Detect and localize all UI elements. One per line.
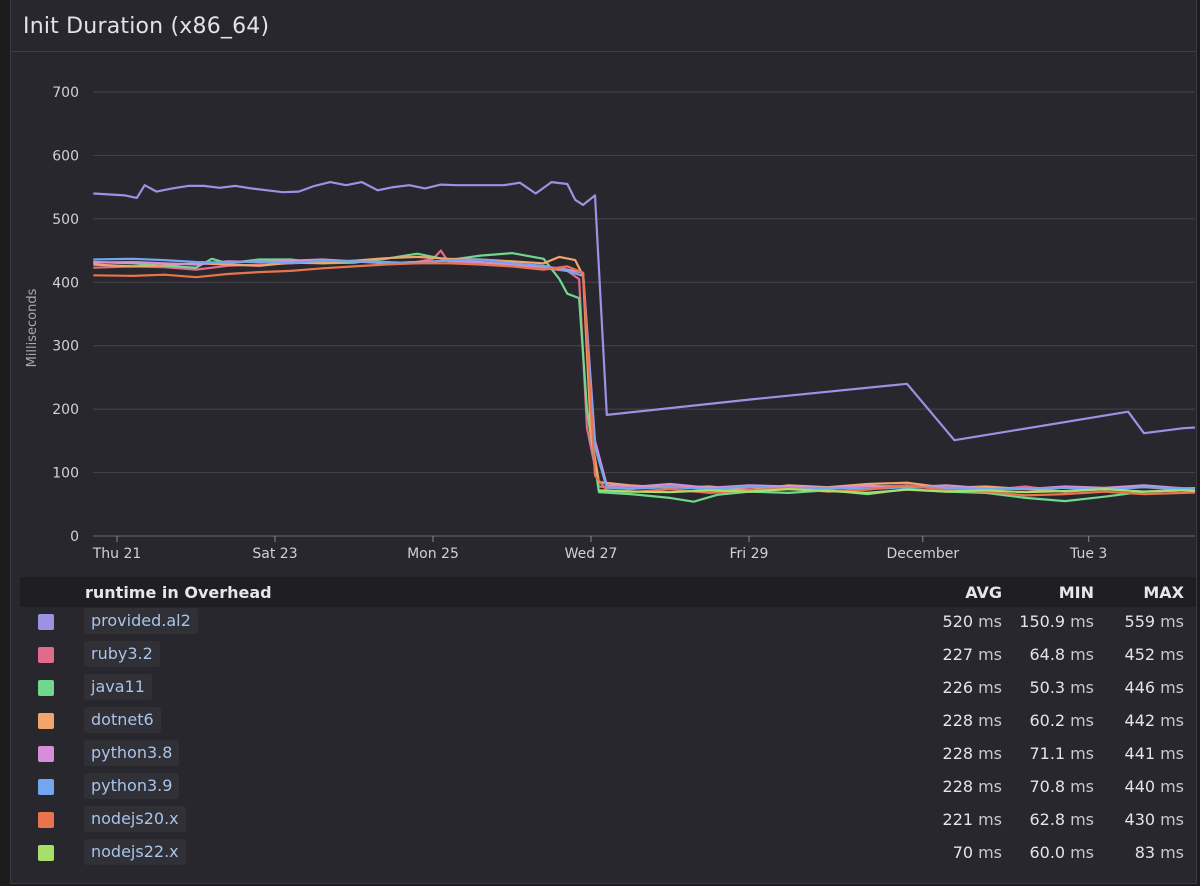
- legend-header-min[interactable]: MIN: [1058, 583, 1094, 602]
- legend-header: runtime in Overhead AVG MIN MAX: [20, 577, 1196, 607]
- series-line-python3.9: [93, 257, 1195, 491]
- series-name[interactable]: nodejs20.x: [84, 806, 186, 832]
- stat-min: 64.8 ms: [1029, 645, 1094, 664]
- y-tick-label: 200: [52, 402, 79, 418]
- series-line-nodejs22.x: [598, 488, 1195, 494]
- stat-min: 62.8 ms: [1029, 810, 1094, 829]
- x-tick-label: December: [886, 546, 959, 562]
- stat-max: 446 ms: [1124, 678, 1184, 697]
- stat-min: 70.8 ms: [1029, 777, 1094, 796]
- stat-max: 440 ms: [1124, 777, 1184, 796]
- series-name[interactable]: java11: [84, 674, 152, 700]
- legend-row[interactable]: nodejs22.x 70 ms 60.0 ms 83 ms: [20, 836, 1196, 869]
- y-axis-label: Milliseconds: [25, 288, 40, 367]
- series-line-nodejs20.x: [93, 262, 1195, 497]
- stat-min: 71.1 ms: [1029, 744, 1094, 763]
- stat-avg: 70 ms: [952, 843, 1002, 862]
- series-name[interactable]: python3.9: [84, 773, 180, 799]
- stat-avg: 228 ms: [942, 777, 1002, 796]
- series-color-swatch: [38, 845, 54, 861]
- series-line-ruby3.2: [93, 249, 1195, 493]
- series-color-swatch: [38, 614, 54, 630]
- legend-row[interactable]: ruby3.2 227 ms 64.8 ms 452 ms: [20, 638, 1196, 671]
- stat-avg: 221 ms: [942, 810, 1002, 829]
- stat-max: 441 ms: [1124, 744, 1184, 763]
- stat-avg: 228 ms: [942, 744, 1002, 763]
- x-tick-label: Sat 23: [252, 546, 297, 562]
- series-name[interactable]: python3.8: [84, 740, 180, 766]
- y-tick-label: 400: [52, 275, 79, 291]
- x-tick-label: Wed 27: [565, 546, 618, 562]
- series-color-swatch: [38, 713, 54, 729]
- series-color-swatch: [38, 680, 54, 696]
- legend-header-name[interactable]: runtime in Overhead: [85, 583, 272, 602]
- x-tick-label: Thu 21: [92, 546, 142, 562]
- stat-min: 150.9 ms: [1019, 612, 1094, 631]
- stat-avg: 520 ms: [942, 612, 1002, 631]
- panel-title[interactable]: Init Duration (x86_64): [23, 14, 270, 39]
- series-color-swatch: [38, 779, 54, 795]
- y-tick-label: 300: [52, 339, 79, 355]
- stat-avg: 226 ms: [942, 678, 1002, 697]
- series-line-python3.8: [93, 258, 1195, 491]
- line-chart[interactable]: 0 100 200 300 400 500 600 700 Thu 21 Sat 23 Mon 25…: [0, 0, 1200, 575]
- stat-avg: 228 ms: [942, 711, 1002, 730]
- stat-min: 60.2 ms: [1029, 711, 1094, 730]
- stat-max: 83 ms: [1134, 843, 1184, 862]
- legend-table: runtime in Overhead AVG MIN MAX provided…: [20, 577, 1196, 877]
- stat-min: 60.0 ms: [1029, 843, 1094, 862]
- series-line-dotnet6: [93, 255, 1195, 493]
- legend-row[interactable]: dotnet6 228 ms 60.2 ms 442 ms: [20, 704, 1196, 737]
- stat-max: 430 ms: [1124, 810, 1184, 829]
- series-color-swatch: [38, 812, 54, 828]
- y-tick-label: 100: [52, 466, 79, 482]
- panel-header: Init Duration (x86_64): [11, 0, 1196, 52]
- legend-row[interactable]: java11 226 ms 50.3 ms 446 ms: [20, 671, 1196, 704]
- series-name[interactable]: provided.al2: [84, 608, 198, 634]
- stat-avg: 227 ms: [942, 645, 1002, 664]
- y-tick-label: 0: [70, 529, 79, 545]
- series-line-provided.al2: [93, 181, 1195, 442]
- y-tick-label: 700: [52, 85, 79, 101]
- stat-max: 442 ms: [1124, 711, 1184, 730]
- series-color-swatch: [38, 647, 54, 663]
- stat-min: 50.3 ms: [1029, 678, 1094, 697]
- x-tick-label: Mon 25: [407, 546, 459, 562]
- y-tick-label: 500: [52, 212, 79, 228]
- stat-max: 559 ms: [1124, 612, 1184, 631]
- x-tick-label: Fri 29: [730, 546, 769, 562]
- series-line-java11: [93, 252, 1195, 503]
- legend-row[interactable]: python3.8 228 ms 71.1 ms 441 ms: [20, 737, 1196, 770]
- legend-header-avg[interactable]: AVG: [965, 583, 1002, 602]
- series-name[interactable]: dotnet6: [84, 707, 161, 733]
- legend-row[interactable]: nodejs20.x 221 ms 62.8 ms 430 ms: [20, 803, 1196, 836]
- series-color-swatch: [38, 746, 54, 762]
- series-name[interactable]: ruby3.2: [84, 641, 160, 667]
- legend-row[interactable]: python3.9 228 ms 70.8 ms 440 ms: [20, 770, 1196, 803]
- x-tick-label: Tue 3: [1069, 546, 1107, 562]
- chart-panel: Init Duration (x86_64): [10, 0, 1197, 884]
- stat-max: 452 ms: [1124, 645, 1184, 664]
- series-name[interactable]: nodejs22.x: [84, 839, 186, 865]
- legend-header-max[interactable]: MAX: [1143, 583, 1184, 602]
- legend-row[interactable]: provided.al2 520 ms 150.9 ms 559 ms: [20, 605, 1196, 638]
- y-tick-label: 600: [52, 148, 79, 164]
